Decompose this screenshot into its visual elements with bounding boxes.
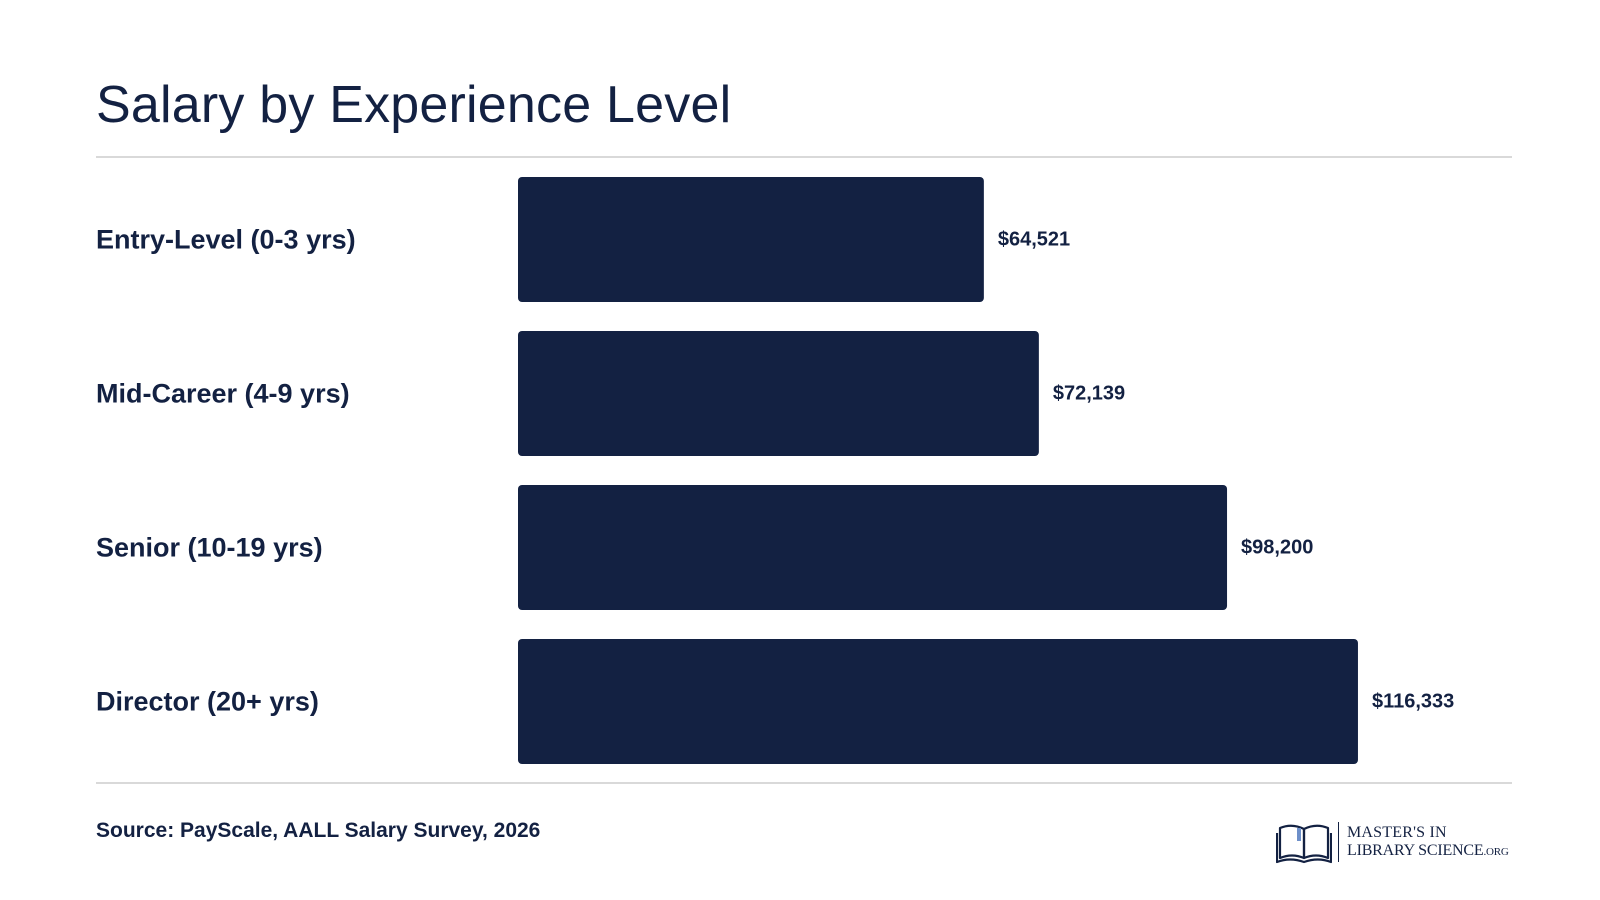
source-note: Source: PayScale, AALL Salary Survey, 20… xyxy=(96,819,541,842)
logo-wordmark: MASTER'S IN LIBRARY SCIENCE.ORG xyxy=(1347,824,1509,861)
value-label: $64,521 xyxy=(998,229,1070,251)
category-label: Mid-Career (4-9 yrs) xyxy=(96,379,350,409)
logo-line-2-main: LIBRARY SCIENCE xyxy=(1347,841,1484,859)
logo-line-1: MASTER'S IN xyxy=(1347,823,1447,841)
bar xyxy=(518,485,1228,610)
value-label: $98,200 xyxy=(1241,537,1313,559)
category-label: Entry-Level (0-3 yrs) xyxy=(96,225,356,255)
chart-title: Salary by Experience Level xyxy=(96,76,732,134)
value-label: $72,139 xyxy=(1053,383,1125,405)
logo-divider xyxy=(1338,822,1339,862)
logo-suffix: .ORG xyxy=(1483,845,1509,858)
site-logo: MASTER'S IN LIBRARY SCIENCE.ORG xyxy=(1276,818,1509,866)
bar xyxy=(518,639,1358,764)
logo-line-2: LIBRARY SCIENCE.ORG xyxy=(1347,842,1509,861)
bars-layer: Entry-Level (0-3 yrs) $64,521 Mid-Career (… xyxy=(96,177,1454,764)
bottom-divider xyxy=(96,782,1512,784)
top-divider xyxy=(96,156,1512,158)
bar xyxy=(518,177,984,302)
category-label: Senior (10-19 yrs) xyxy=(96,533,323,563)
value-label: $116,333 xyxy=(1372,691,1454,713)
open-book-icon xyxy=(1276,824,1332,864)
bar xyxy=(518,331,1039,456)
category-label: Director (20+ yrs) xyxy=(96,687,319,717)
